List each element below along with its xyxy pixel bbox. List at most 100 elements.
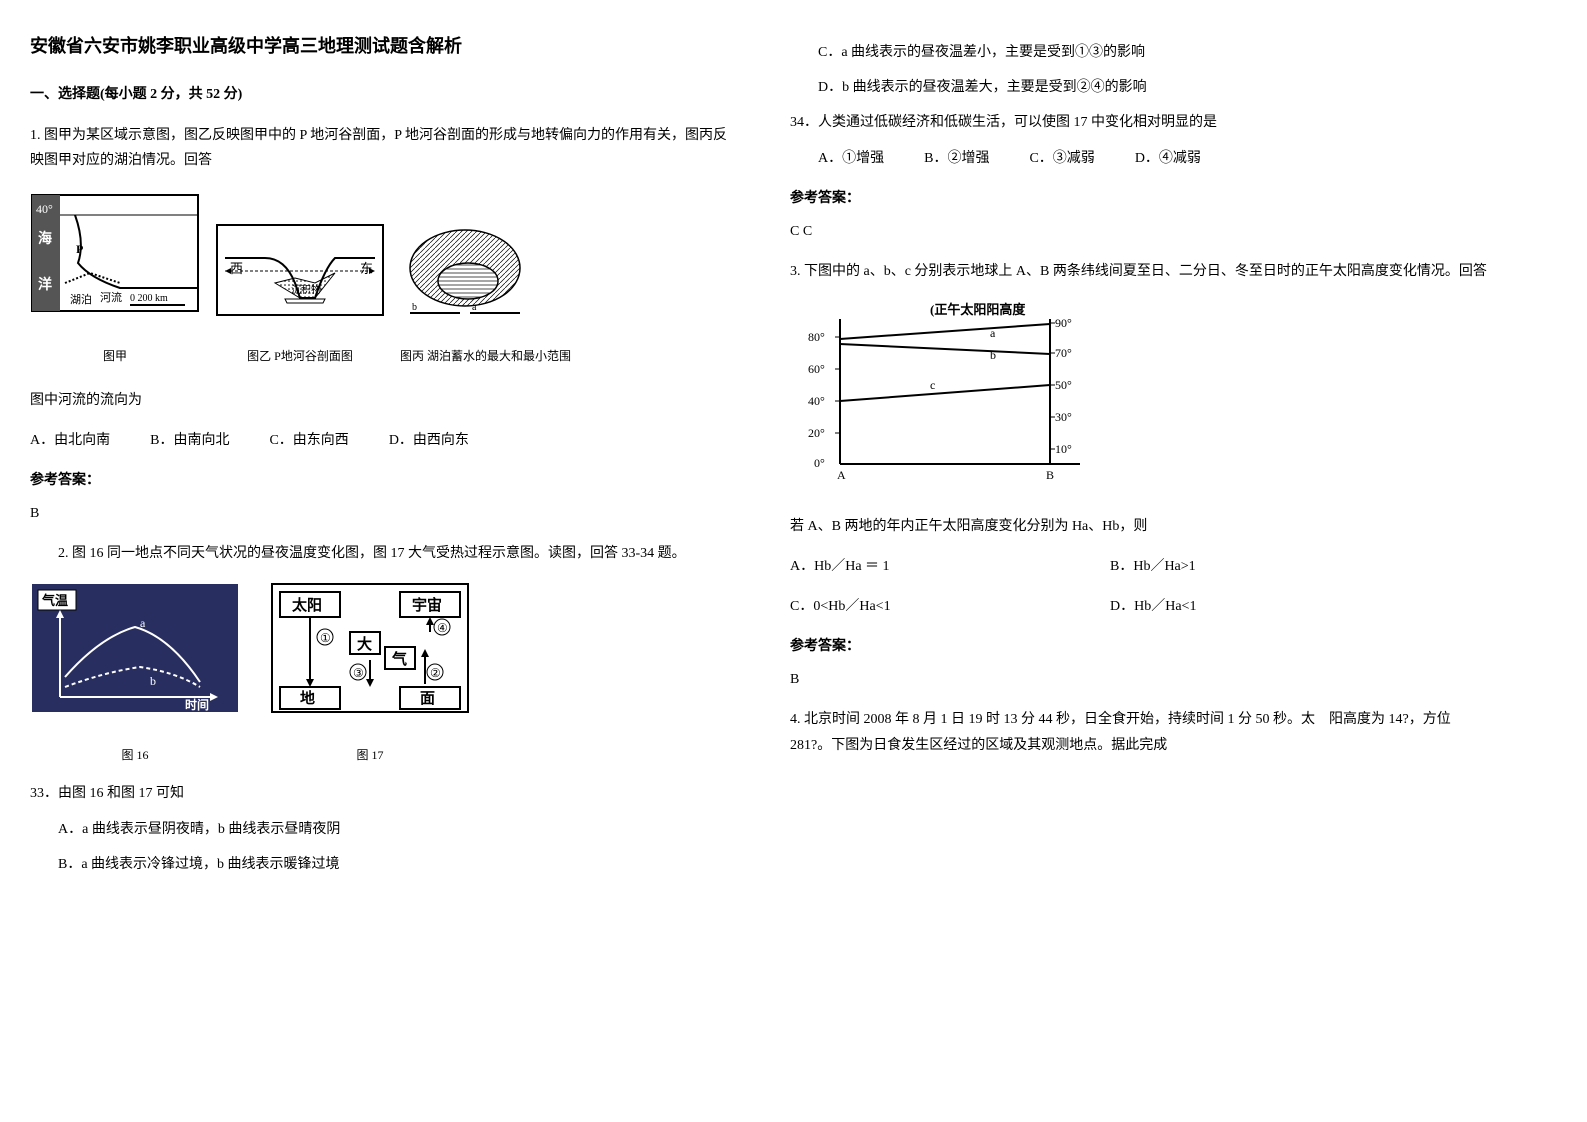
q2-stem: 2. 图 16 同一地点不同天气状况的昼夜温度变化图，图 17 大气受热过程示意… — [30, 541, 730, 566]
q1-fig-lake-caption: 图丙 湖泊蓄水的最大和最小范围 — [400, 346, 571, 368]
column-right: C．a 曲线表示的昼夜温差小，主要是受到①③的影响 D．b 曲线表示的昼夜温差大… — [790, 30, 1490, 887]
svg-text:④: ④ — [437, 621, 448, 635]
q3-stem: 3. 下图中的 a、b、c 分别表示地球上 A、B 两条纬线间夏至日、二分日、冬… — [790, 259, 1490, 284]
svg-text:40°: 40° — [36, 202, 53, 216]
q2-fig17-wrap: 太阳 宇宙 大 气 地 面 ① — [270, 582, 470, 767]
q2-fig17-caption: 图 17 — [270, 745, 470, 767]
svg-text:气: 气 — [391, 650, 407, 668]
column-left: 安徽省六安市姚李职业高级中学高三地理测试题含解析 一、选择题(每小题 2 分，共… — [30, 30, 730, 887]
svg-text:b: b — [990, 348, 996, 362]
q34-opt-b: B．②增强 — [924, 146, 989, 171]
svg-text:90°: 90° — [1055, 316, 1072, 330]
svg-text:b: b — [150, 674, 156, 688]
q1-opt-a: A．由北向南 — [30, 428, 110, 453]
svg-text:洋: 洋 — [38, 276, 52, 293]
svg-text:西: 西 — [230, 261, 243, 276]
svg-text:③: ③ — [353, 666, 364, 680]
q2-fig16-wrap: 气温 a b 时间 图 16 — [30, 582, 240, 767]
svg-text:40°: 40° — [808, 394, 825, 408]
q1-fig-valley-wrap: 西 东 沉积物 图乙 P地河谷剖面图 — [215, 223, 385, 368]
q34-opt-d: D．④减弱 — [1135, 146, 1201, 171]
q1-fig-lake-wrap: b a 图丙 湖泊蓄水的最大和最小范围 — [400, 223, 571, 368]
svg-text:10°: 10° — [1055, 442, 1072, 456]
svg-text:80°: 80° — [808, 330, 825, 344]
svg-text:湖泊: 湖泊 — [70, 293, 92, 306]
page-container: 安徽省六安市姚李职业高级中学高三地理测试题含解析 一、选择题(每小题 2 分，共… — [30, 30, 1557, 887]
q1-fig-lake: b a — [400, 223, 530, 333]
svg-text:①: ① — [320, 631, 331, 645]
svg-text:②: ② — [430, 666, 441, 680]
q2-answer: C C — [790, 219, 1490, 244]
svg-text:30°: 30° — [1055, 410, 1072, 424]
svg-text:沉积物: 沉积物 — [291, 283, 321, 296]
q1-opt-b: B．由南向北 — [150, 428, 229, 453]
svg-text:a: a — [140, 616, 146, 630]
svg-text:50°: 50° — [1055, 378, 1072, 392]
q2-fig17: 太阳 宇宙 大 气 地 面 ① — [270, 582, 470, 732]
q1-fig-map-caption: 图甲 — [30, 346, 200, 368]
svg-text:c: c — [930, 378, 935, 392]
q33-opt-b: B．a 曲线表示冷锋过境，b 曲线表示暖锋过境 — [30, 852, 730, 877]
svg-text:气温: 气温 — [42, 593, 68, 608]
section-1-header: 一、选择题(每小题 2 分，共 52 分) — [30, 82, 730, 107]
q1-stem: 1. 图甲为某区域示意图，图乙反映图甲中的 P 地河谷剖面，P 地河谷剖面的形成… — [30, 123, 730, 173]
svg-text:b: b — [412, 302, 417, 313]
svg-text:A: A — [837, 468, 846, 482]
svg-text:时间: 时间 — [185, 697, 209, 712]
svg-text:东: 东 — [360, 261, 373, 276]
q1-opt-d: D．由西向东 — [389, 428, 469, 453]
q1-answer: B — [30, 501, 730, 526]
q3-opt-c: C．0<Hb／Ha<1 — [790, 594, 1070, 619]
q2-fig16-caption: 图 16 — [30, 745, 240, 767]
svg-text:20°: 20° — [808, 426, 825, 440]
q3-chart-wrap: (正午太阳阳高度 80° 60° 40° 20° 0° 90° 70° 50° … — [790, 299, 1490, 498]
q1-fig-valley: 西 东 沉积物 — [215, 223, 385, 333]
q2-answer-label: 参考答案： — [790, 186, 1490, 211]
q34-opt-c: C．③减弱 — [1029, 146, 1094, 171]
q33-opt-c: C．a 曲线表示的昼夜温差小，主要是受到①③的影响 — [790, 40, 1490, 65]
svg-text:B: B — [1046, 468, 1054, 482]
svg-text:60°: 60° — [808, 362, 825, 376]
q1-figure-row: 40° 海 洋 P 河流 湖泊 0 200 km 图甲 — [30, 193, 730, 368]
q1-sub: 图中河流的流向为 — [30, 388, 730, 413]
svg-text:面: 面 — [420, 690, 435, 707]
q34-opt-a: A．①增强 — [818, 146, 884, 171]
q34-options: A．①增强 B．②增强 C．③减弱 D．④减弱 — [790, 146, 1490, 171]
q33-opt-d: D．b 曲线表示的昼夜温差大，主要是受到②④的影响 — [790, 75, 1490, 100]
svg-text:a: a — [990, 326, 996, 340]
q1-fig-map: 40° 海 洋 P 河流 湖泊 0 200 km — [30, 193, 200, 333]
svg-text:海: 海 — [38, 230, 52, 247]
svg-text:70°: 70° — [1055, 346, 1072, 360]
q3-answer-label: 参考答案： — [790, 634, 1490, 659]
q3-chart: (正午太阳阳高度 80° 60° 40° 20° 0° 90° 70° 50° … — [790, 299, 1120, 489]
svg-text:a: a — [472, 302, 477, 313]
svg-text:地: 地 — [300, 689, 315, 707]
svg-text:P: P — [76, 242, 83, 256]
q1-answer-label: 参考答案： — [30, 468, 730, 493]
svg-text:(正午太阳阳高度: (正午太阳阳高度 — [930, 302, 1026, 317]
q3-opt-b: B．Hb／Ha>1 — [1110, 554, 1196, 579]
q1-fig-valley-caption: 图乙 P地河谷剖面图 — [215, 346, 385, 368]
q34-stem: 34．人类通过低碳经济和低碳生活，可以使图 17 中变化相对明显的是 — [790, 110, 1490, 135]
svg-text:太阳: 太阳 — [292, 596, 322, 614]
q33-stem: 33．由图 16 和图 17 可知 — [30, 781, 730, 806]
svg-text:0 200 km: 0 200 km — [130, 293, 168, 304]
exam-title: 安徽省六安市姚李职业高级中学高三地理测试题含解析 — [30, 30, 730, 62]
q1-options: A．由北向南 B．由南向北 C．由东向西 D．由西向东 — [30, 428, 730, 453]
q2-figure-row: 气温 a b 时间 图 16 太阳 — [30, 582, 730, 767]
svg-text:河流: 河流 — [100, 290, 122, 304]
q2-fig16: 气温 a b 时间 — [30, 582, 240, 732]
svg-text:宇宙: 宇宙 — [412, 596, 442, 614]
q3-opt-a: A．Hb／Ha ＝ 1 — [790, 554, 1070, 579]
q3-answer: B — [790, 667, 1490, 692]
q3-options-row2: C．0<Hb／Ha<1 D．Hb／Ha<1 — [790, 594, 1490, 619]
q1-opt-c: C．由东向西 — [269, 428, 348, 453]
q3-options-row1: A．Hb／Ha ＝ 1 B．Hb／Ha>1 — [790, 554, 1490, 579]
q3-sub: 若 A、B 两地的年内正午太阳高度变化分别为 Ha、Hb，则 — [790, 514, 1490, 539]
q4-stem: 4. 北京时间 2008 年 8 月 1 日 19 时 13 分 44 秒，日全… — [790, 707, 1490, 757]
svg-text:大: 大 — [357, 635, 372, 653]
q1-fig-map-wrap: 40° 海 洋 P 河流 湖泊 0 200 km 图甲 — [30, 193, 200, 368]
svg-text:0°: 0° — [814, 456, 825, 470]
q3-opt-d: D．Hb／Ha<1 — [1110, 594, 1196, 619]
q33-opt-a: A．a 曲线表示昼阴夜晴，b 曲线表示昼晴夜阴 — [30, 817, 730, 842]
